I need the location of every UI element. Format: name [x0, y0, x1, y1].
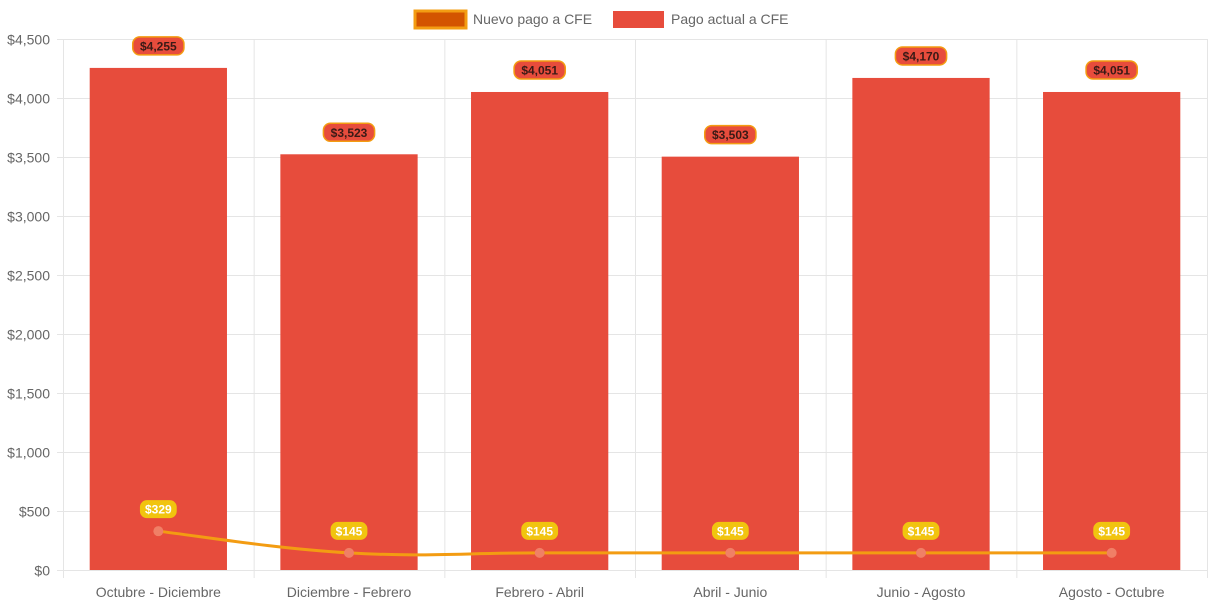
line-value-label: $145: [717, 524, 744, 538]
bar-value-label: $3,523: [331, 126, 368, 140]
data-labels: $4,255 $3,523 $4,051 $3,503 $4,170 $4,051 $329…: [131, 36, 1139, 540]
legend-bar-label[interactable]: Pago actual a CFE: [671, 11, 789, 27]
bar[interactable]: [661, 156, 799, 570]
bar-value-label: $4,255: [140, 39, 177, 53]
line-point[interactable]: [534, 547, 545, 558]
bar-value-label: $4,051: [1093, 63, 1130, 77]
line-value-label: $329: [145, 503, 172, 517]
bar[interactable]: [852, 77, 990, 570]
line-value-label: $145: [908, 524, 935, 538]
y-tick-label: $4,500: [7, 32, 50, 48]
x-tick-label: Agosto - Octubre: [1059, 584, 1165, 600]
x-tick-label: Junio - Agosto: [877, 584, 966, 600]
bar-value-label: $4,170: [903, 49, 940, 63]
bar[interactable]: [280, 154, 418, 570]
line-point[interactable]: [153, 526, 164, 537]
legend-line-swatch[interactable]: [413, 9, 468, 30]
bar-value-label: $4,051: [521, 63, 558, 77]
line-value-label: $145: [1098, 524, 1125, 538]
y-axis: $0 $500 $1,000 $1,500 $2,000 $2,500 $3,000 $3,5…: [7, 32, 50, 579]
bar-value-label-bg: [1085, 60, 1139, 80]
bar-value-label-bg: [513, 60, 567, 80]
legend-bar-swatch[interactable]: [613, 11, 664, 28]
legend[interactable]: Nuevo pago a CFE Pago actual a CFE: [413, 9, 789, 30]
line-point[interactable]: [1106, 547, 1117, 558]
line-value-label-bg: [902, 521, 940, 540]
y-tick-label: $1,500: [7, 386, 50, 402]
line-point[interactable]: [916, 547, 926, 558]
bar-value-label-bg: [894, 46, 948, 66]
grid-lines: [57, 39, 1208, 578]
bar-series: [89, 67, 1181, 571]
legend-line-label[interactable]: Nuevo pago a CFE: [473, 11, 592, 27]
line-series: [153, 526, 1117, 558]
line-value-label-bg: [711, 521, 749, 540]
bar[interactable]: [471, 91, 609, 571]
y-tick-label: $3,000: [7, 209, 50, 225]
line-path: [158, 529, 1112, 557]
x-tick-label: Febrero - Abril: [495, 584, 584, 600]
line-point[interactable]: [344, 547, 354, 558]
line-value-label: $145: [526, 524, 553, 538]
y-tick-label: $3,500: [7, 150, 50, 166]
line-point[interactable]: [725, 547, 736, 558]
y-tick-label: $2,000: [7, 327, 50, 343]
bar-value-label-bg: [131, 36, 185, 56]
y-tick-label: $2,500: [7, 268, 50, 284]
x-tick-label: Octubre - Diciembre: [96, 584, 221, 600]
y-tick-label: $1,000: [7, 445, 50, 461]
bar-value-label-bg: [322, 122, 376, 143]
line-value-label-bg: [1093, 521, 1131, 540]
bar-value-label-bg: [703, 124, 757, 145]
x-axis: Octubre - Diciembre Diciembre - Febrero Fe…: [96, 584, 1165, 600]
bar[interactable]: [1043, 91, 1181, 571]
x-tick-label: Diciembre - Febrero: [287, 584, 412, 600]
y-tick-label: $500: [19, 504, 50, 520]
line-value-label-bg: [330, 521, 368, 540]
line-value-label-bg: [139, 500, 177, 519]
line-value-label: $145: [336, 524, 363, 538]
line-value-label-bg: [521, 521, 559, 540]
x-tick-label: Abril - Junio: [693, 584, 767, 600]
y-tick-label: $4,000: [7, 91, 50, 107]
bar-value-label: $3,503: [712, 128, 749, 142]
y-tick-label: $0: [34, 563, 50, 579]
bar[interactable]: [89, 67, 227, 570]
